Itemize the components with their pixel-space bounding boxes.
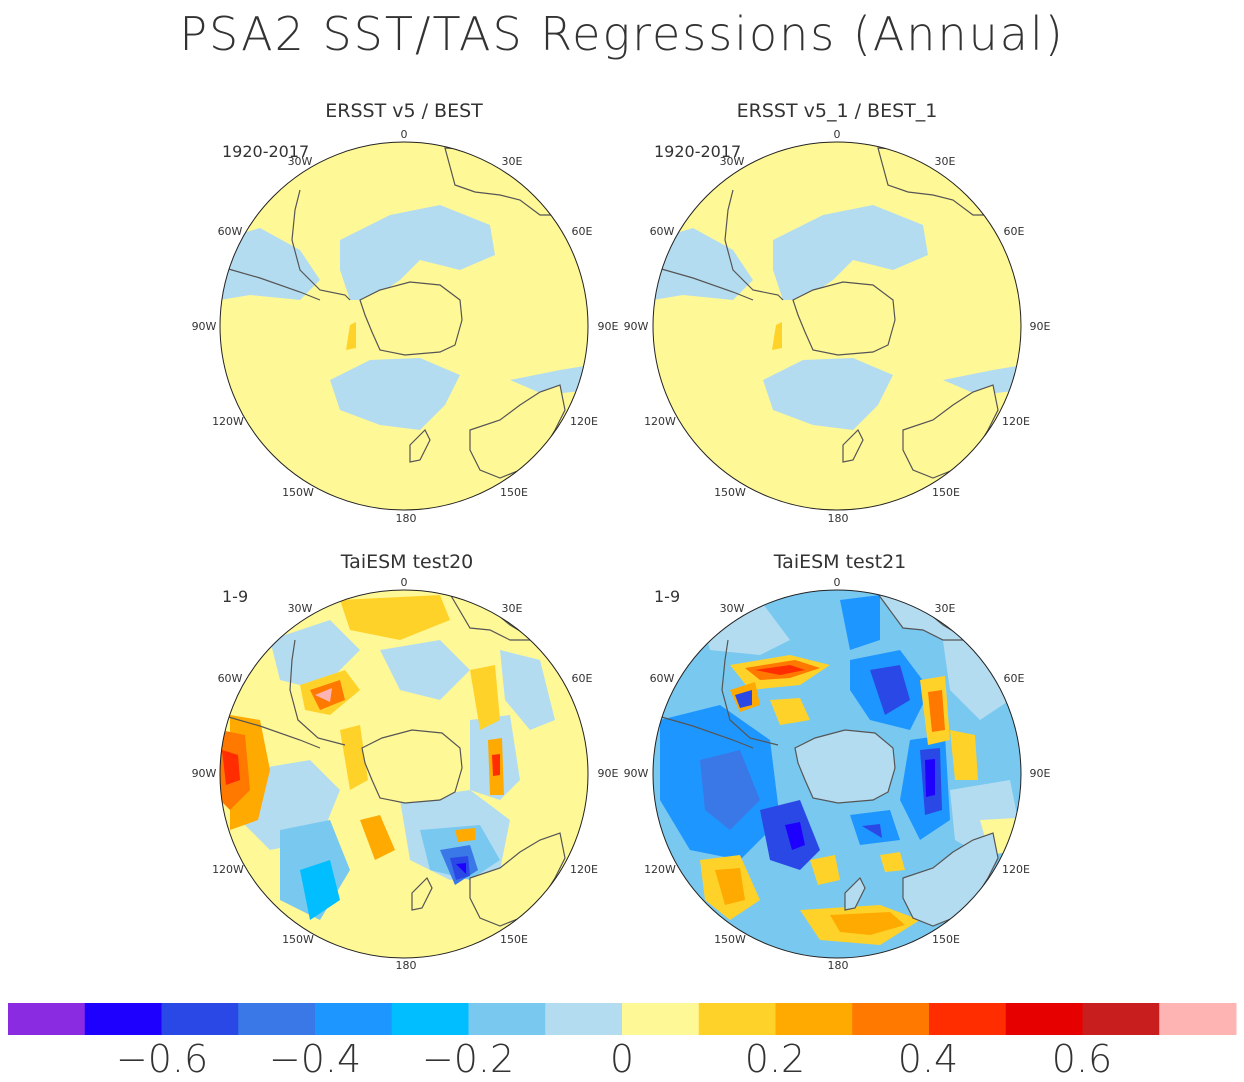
colorbar-swatch xyxy=(929,1003,1007,1035)
lon-label-30w: 30W xyxy=(288,602,313,615)
lon-label-120e: 120E xyxy=(570,415,598,428)
lon-label-60e: 60E xyxy=(1004,672,1025,685)
lon-label-90w: 90W xyxy=(624,767,649,780)
map-field xyxy=(653,142,1021,510)
lon-label-120e: 120E xyxy=(1002,863,1030,876)
panel-period: 1920-2017 xyxy=(654,142,741,161)
lon-label-150e: 150E xyxy=(500,486,528,499)
colorbar-swatch xyxy=(8,1003,86,1035)
lon-label-180: 180 xyxy=(828,959,849,972)
colorbar-swatch xyxy=(775,1003,853,1035)
lon-label-150w: 150W xyxy=(714,933,746,946)
lon-label-30e: 30E xyxy=(935,155,956,168)
colorbar-tick-label: −0.6 xyxy=(116,1037,208,1081)
lon-label-90w: 90W xyxy=(192,767,217,780)
panel-title: ERSST v5 / BEST xyxy=(325,100,483,122)
colorbar-tick-label: 0.6 xyxy=(1052,1037,1112,1081)
panel-period: 1920-2017 xyxy=(222,142,309,161)
panel-period: 1-9 xyxy=(222,587,248,606)
lon-label-30e: 30E xyxy=(935,602,956,615)
lon-label-150w: 150W xyxy=(282,486,314,499)
lon-label-30w: 30W xyxy=(288,155,313,168)
map-boundary xyxy=(652,589,1022,959)
colorbar xyxy=(8,1003,1237,1035)
lon-label-60e: 60E xyxy=(572,672,593,685)
lon-label-60w: 60W xyxy=(218,672,243,685)
lon-label-30w: 30W xyxy=(720,155,745,168)
lon-label-120w: 120W xyxy=(212,415,244,428)
panel-ersst-v5-best: ERSST v5 / BEST 1920-2017 0 30E 60E 90E … xyxy=(192,100,619,525)
lon-label-60e: 60E xyxy=(1004,225,1025,238)
lon-label-60w: 60W xyxy=(218,225,243,238)
lon-label-60e: 60E xyxy=(572,225,593,238)
colorbar-swatch xyxy=(852,1003,930,1035)
lon-label-90e: 90E xyxy=(1030,320,1051,333)
colorbar-tick-label: −0.2 xyxy=(422,1037,514,1081)
lon-label-120w: 120W xyxy=(212,863,244,876)
lon-label-0: 0 xyxy=(834,128,841,141)
panel-ersst-v5-1-best-1: ERSST v5_1 / BEST_1 1920-2017 0 30E 60E … xyxy=(624,100,1051,525)
colorbar-tick-label: 0.2 xyxy=(745,1037,805,1081)
lon-label-120e: 120E xyxy=(570,863,598,876)
lon-label-0: 0 xyxy=(834,576,841,589)
lon-label-120e: 120E xyxy=(1002,415,1030,428)
lon-label-90e: 90E xyxy=(1030,767,1051,780)
lon-label-150e: 150E xyxy=(932,933,960,946)
lon-label-150w: 150W xyxy=(714,486,746,499)
colorbar-swatch xyxy=(161,1003,239,1035)
lon-label-90w: 90W xyxy=(624,320,649,333)
lon-label-90e: 90E xyxy=(598,320,619,333)
panel-taiesm-test20: TaiESM test20 1-9 xyxy=(192,551,619,972)
panel-title: TaiESM test20 xyxy=(340,551,474,573)
lon-label-0: 0 xyxy=(401,128,408,141)
lon-label-120w: 120W xyxy=(644,863,676,876)
figure-title: PSA2 SST/TAS Regressions (Annual) xyxy=(179,7,1064,61)
map-field xyxy=(220,590,588,958)
colorbar-swatch xyxy=(1082,1003,1160,1035)
colorbar-tick-label: 0 xyxy=(610,1037,634,1081)
colorbar-swatch xyxy=(315,1003,393,1035)
panel-title: ERSST v5_1 / BEST_1 xyxy=(737,100,938,122)
lon-label-90w: 90W xyxy=(192,320,217,333)
colorbar-swatch xyxy=(622,1003,700,1035)
lon-label-150e: 150E xyxy=(932,486,960,499)
map-boundary xyxy=(652,141,1022,511)
panel-taiesm-test21: TaiESM test21 1-9 xyxy=(624,551,1051,972)
lon-label-120w: 120W xyxy=(644,415,676,428)
panel-title: TaiESM test21 xyxy=(773,551,907,573)
lon-label-90e: 90E xyxy=(598,767,619,780)
map-field xyxy=(653,590,1021,958)
colorbar-swatch xyxy=(1159,1003,1237,1035)
colorbar-swatch xyxy=(1005,1003,1083,1035)
colorbar-tick-label: 0.4 xyxy=(898,1037,958,1081)
lon-label-150w: 150W xyxy=(282,933,314,946)
colorbar-swatch xyxy=(238,1003,316,1035)
panel-period: 1-9 xyxy=(654,587,680,606)
colorbar-swatch xyxy=(545,1003,623,1035)
lon-label-30w: 30W xyxy=(720,602,745,615)
lon-label-180: 180 xyxy=(396,959,417,972)
lon-label-60w: 60W xyxy=(650,672,675,685)
map-field xyxy=(220,142,588,510)
lon-label-30e: 30E xyxy=(502,602,523,615)
map-boundary xyxy=(219,589,589,959)
map-boundary xyxy=(219,141,589,511)
colorbar-swatch xyxy=(84,1003,162,1035)
lon-label-180: 180 xyxy=(396,512,417,525)
lon-label-60w: 60W xyxy=(650,225,675,238)
lon-label-30e: 30E xyxy=(502,155,523,168)
lon-label-180: 180 xyxy=(828,512,849,525)
colorbar-swatch xyxy=(468,1003,546,1035)
lon-label-0: 0 xyxy=(401,576,408,589)
colorbar-swatch xyxy=(391,1003,469,1035)
colorbar-tick-labels: −0.6 −0.4 −0.2 0 0.2 0.4 0.6 xyxy=(116,1037,1112,1081)
colorbar-tick-label: −0.4 xyxy=(269,1037,361,1081)
lon-label-150e: 150E xyxy=(500,933,528,946)
colorbar-swatch xyxy=(698,1003,776,1035)
